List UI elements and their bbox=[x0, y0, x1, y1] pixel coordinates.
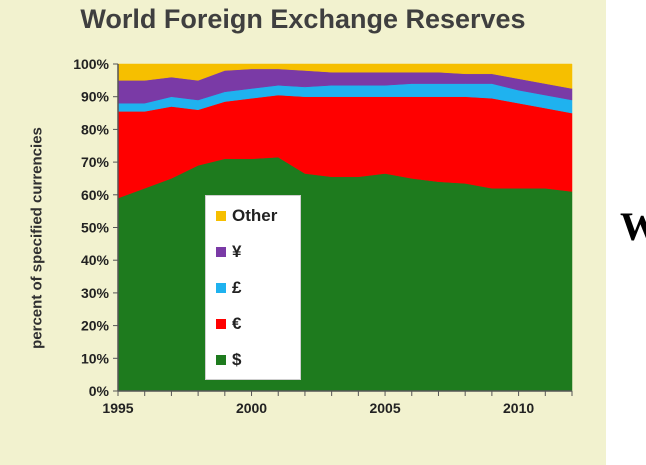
legend-item-0: Other bbox=[216, 206, 277, 226]
cutoff-text: W bbox=[620, 204, 646, 249]
legend-label-0: Other bbox=[232, 206, 278, 225]
legend-swatch-1 bbox=[216, 247, 226, 257]
x-tick-label-1: 2000 bbox=[236, 400, 267, 416]
y-tick-label-4: 40% bbox=[81, 252, 110, 268]
legend-swatch-3 bbox=[216, 319, 226, 329]
y-tick-label-0: 0% bbox=[89, 383, 110, 399]
legend-swatch-4 bbox=[216, 355, 226, 365]
chart-legend: Other ¥ £ € $ bbox=[205, 195, 301, 380]
legend-swatch-0 bbox=[216, 211, 226, 221]
chart-figure: World Foreign Exchange Reserves 0% 10% 20%… bbox=[0, 0, 606, 465]
x-tick-label-3: 2010 bbox=[503, 400, 534, 416]
area-series-4 bbox=[117, 63, 573, 89]
legend-item-1: ¥ bbox=[216, 242, 241, 262]
legend-swatch-2 bbox=[216, 283, 226, 293]
y-tick-label-2: 20% bbox=[81, 318, 110, 334]
legend-item-2: £ bbox=[216, 278, 241, 298]
y-axis-label: percent of specified currencies bbox=[28, 127, 46, 349]
y-tick-label-5: 50% bbox=[81, 220, 110, 236]
y-tick-label-6: 60% bbox=[81, 187, 110, 203]
y-tick-label-7: 70% bbox=[81, 154, 110, 170]
legend-item-3: € bbox=[216, 314, 241, 334]
x-tick-label-0: 1995 bbox=[102, 400, 133, 416]
legend-label-1: ¥ bbox=[232, 242, 242, 261]
y-tick-label-10: 100% bbox=[73, 56, 109, 72]
legend-label-4: $ bbox=[232, 350, 242, 369]
x-tick-label-2: 2005 bbox=[369, 400, 400, 416]
area-series-0 bbox=[117, 156, 573, 392]
y-tick-label-8: 80% bbox=[81, 121, 110, 137]
y-tick-label-9: 90% bbox=[81, 89, 110, 105]
legend-item-4: $ bbox=[216, 350, 241, 370]
chart-plot: 0% 10% 20% 30% 40% 50% 60% 70% 80% 90% 100% 1995 200… bbox=[73, 56, 573, 416]
y-tick-label-3: 30% bbox=[81, 285, 110, 301]
legend-label-2: £ bbox=[232, 278, 242, 297]
chart-title: World Foreign Exchange Reserves bbox=[80, 4, 526, 34]
legend-label-3: € bbox=[232, 314, 242, 333]
y-tick-label-1: 10% bbox=[81, 350, 110, 366]
